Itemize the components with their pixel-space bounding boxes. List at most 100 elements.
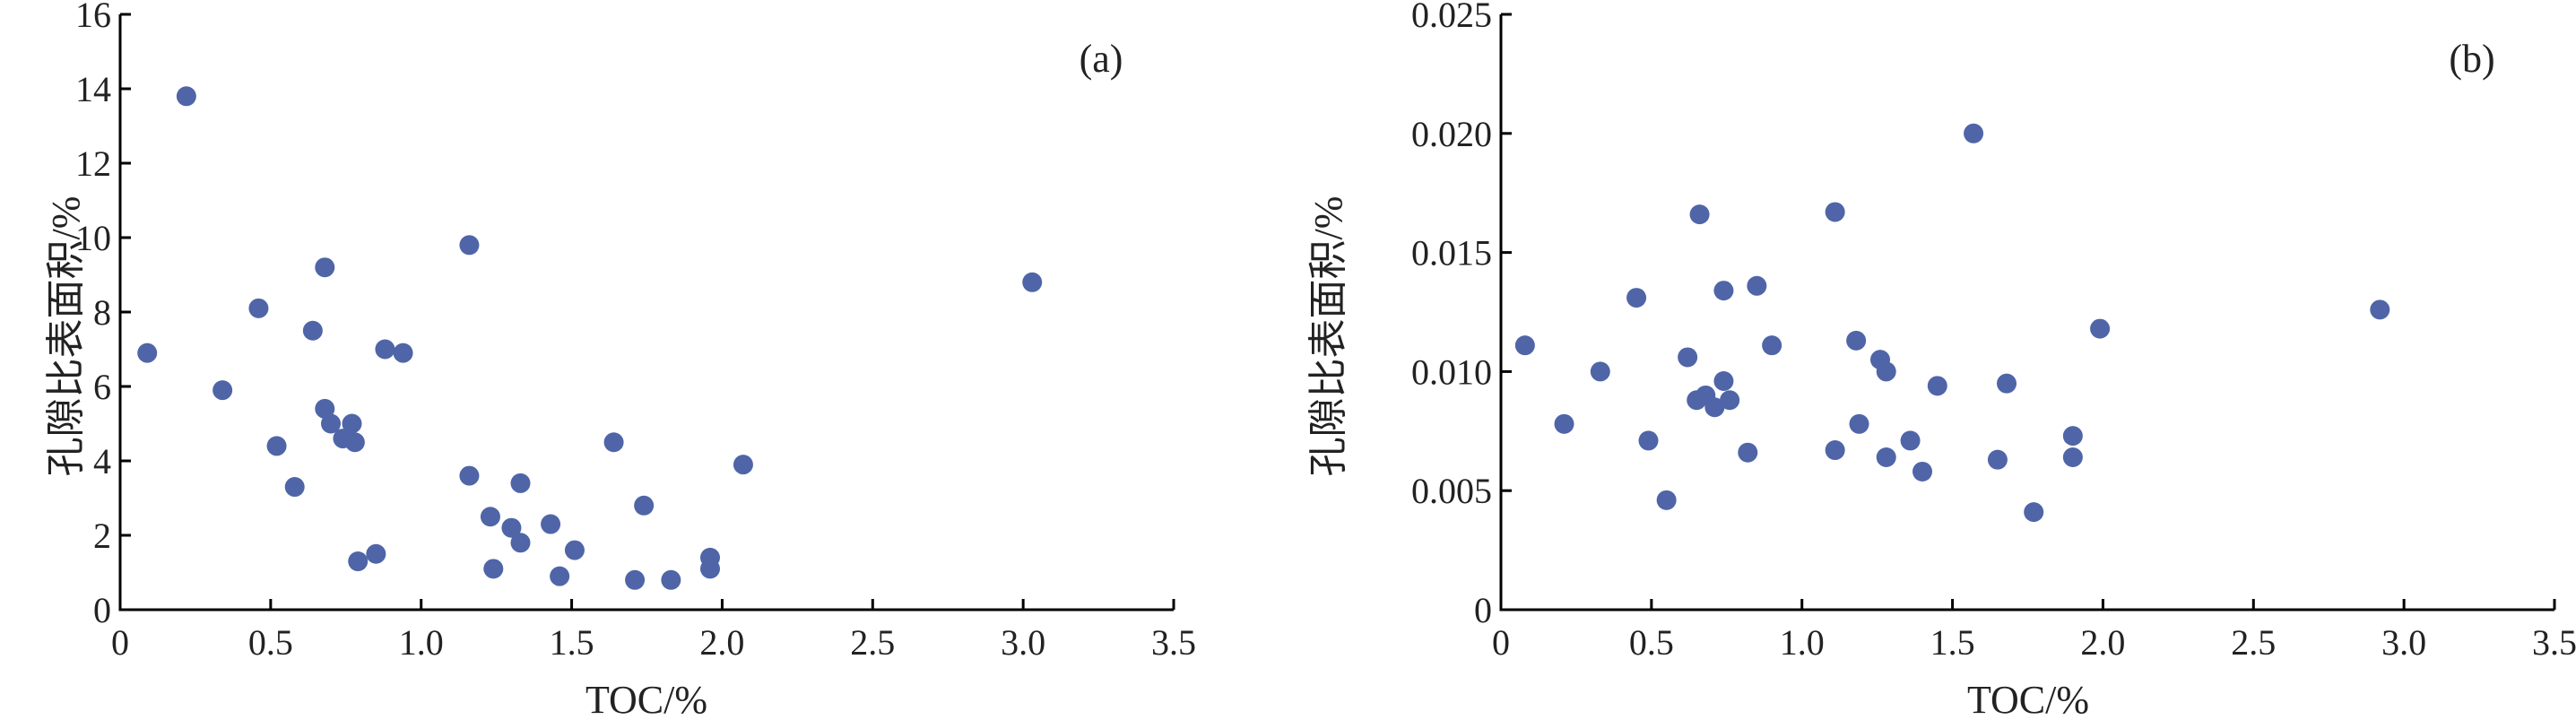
panel-a-data-point — [634, 495, 655, 516]
panel-b-data-point — [1997, 373, 2017, 394]
panel-b-x-tick-label: 0 — [1492, 622, 1510, 663]
panel-b-data-point — [1554, 413, 1574, 434]
panel-a-data-point — [266, 436, 287, 456]
panel-a-data-point — [480, 507, 500, 527]
panel-a-x-tick-label: 3.5 — [1151, 622, 1196, 663]
panel-b-x-tick-label: 1.5 — [1930, 622, 1975, 663]
panel-a-data-point — [541, 514, 561, 534]
panel-a-x-tick-label: 1.5 — [550, 622, 594, 663]
panel-b-x-tick-label: 2.0 — [2080, 622, 2125, 663]
panel-a-data-point — [501, 517, 522, 538]
panel-b-data-point — [1927, 376, 1947, 396]
panel-a-data-point — [212, 380, 233, 401]
panel-b-data-point — [1876, 447, 1896, 468]
panel-b-data-point — [1987, 449, 2008, 470]
panel-a-data-point — [284, 477, 305, 498]
panel-b-data-point — [1846, 330, 1867, 351]
panel-b-y-tick-label: 0 — [1474, 590, 1492, 630]
scatter-panel-b: (b) TOC/% 孔隙比表面积/% 0 0.5 1.0 1.5 2.0 2.5 3.0 3.… — [1306, 0, 2576, 720]
panel-a-x-tick-label: 2.5 — [850, 622, 895, 663]
panel-b-data-point — [1964, 123, 1984, 143]
panel-b-data-point — [1656, 490, 1677, 510]
panel-b-data-point — [1876, 361, 1896, 382]
panel-a-y-tick-label: 16 — [75, 0, 111, 35]
panel-b-label: (b) — [2449, 37, 2494, 81]
panel-a-data-point — [661, 569, 681, 590]
panel-a-data-point — [483, 559, 504, 579]
panel-a-x-axis-title: TOC/% — [585, 678, 707, 720]
panel-a-data-point — [1022, 272, 1043, 292]
panel-b-x-axis-title: TOC/% — [1967, 678, 2089, 720]
panel-a-data-point — [344, 432, 365, 453]
panel-b-y-tick-label: 0.005 — [1411, 471, 1492, 511]
panel-b-data-point — [1689, 204, 1710, 225]
panel-a-x-tick-label: 0 — [111, 622, 129, 663]
panel-a-data-point — [459, 235, 480, 256]
panel-a-y-tick-label: 0 — [93, 590, 111, 630]
panel-b-data-point — [1900, 430, 1921, 451]
panel-a-data-point — [315, 398, 335, 419]
panel-a-data-point — [625, 569, 646, 590]
panel-b-data-point — [1825, 202, 1845, 222]
panel-b-data-point — [1825, 440, 1845, 461]
panel-b-y-axis-title: 孔隙比表面积/% — [1306, 196, 1350, 477]
panel-b-data-point — [2024, 502, 2044, 523]
panel-a-x-tick-label: 0.5 — [248, 622, 293, 663]
panel-b-data-point — [1638, 430, 1659, 451]
panel-b-data-point — [1747, 275, 1767, 296]
scatter-panel-a: (a) TOC/% 孔隙比表面积/% 0 0.5 1.0 1.5 2.0 2.5 3.0 3.… — [44, 0, 1196, 720]
panel-a-data-point — [603, 432, 624, 453]
panel-b-x-tick-label: 1.0 — [1780, 622, 1825, 663]
panel-a-data-point — [564, 540, 585, 560]
panel-a-data-point — [248, 298, 269, 318]
panel-a-y-tick-label: 12 — [75, 143, 111, 184]
panel-a-x-tick-label: 3.0 — [1001, 622, 1045, 663]
panel-a-data-point — [510, 533, 531, 553]
panel-a-data-point — [393, 343, 413, 363]
panel-b-data-point — [1720, 390, 1740, 411]
panel-a-y-tick-label: 10 — [75, 218, 111, 258]
panel-a-y-tick-label: 8 — [93, 292, 111, 333]
panel-b-data-point — [1678, 347, 1698, 368]
panel-b-data-point — [1849, 413, 1869, 434]
panel-a-y-tick-label: 14 — [75, 69, 111, 109]
panel-b-data-point — [2090, 318, 2111, 339]
panel-a-data-point — [733, 455, 753, 475]
panel-a-x-tick-label: 2.0 — [699, 622, 744, 663]
panel-a-data-point — [176, 86, 196, 107]
panel-b-x-tick-label: 2.5 — [2231, 622, 2276, 663]
panel-a-data-point — [342, 413, 362, 434]
panel-b-data-point — [2062, 447, 2083, 468]
panel-a-data-point — [700, 559, 720, 579]
panel-b-data-point — [1762, 335, 1782, 356]
panel-b-data-point — [1713, 281, 1734, 301]
panel-a-data-point — [375, 339, 395, 360]
panel-b-y-tick-label: 0.025 — [1411, 0, 1492, 35]
panel-b-data-point — [2370, 299, 2390, 320]
panel-a-y-tick-label: 2 — [93, 516, 111, 556]
panel-b-data-point — [1704, 397, 1725, 418]
panel-b-x-tick-label: 3.0 — [2381, 622, 2426, 663]
panel-a-y-tick-label: 6 — [93, 367, 111, 407]
panel-b-y-tick-label: 0.015 — [1411, 233, 1492, 273]
panel-b-data-point — [1713, 371, 1734, 392]
panel-a-data-point — [550, 566, 570, 586]
panel-b-data-point — [1738, 442, 1758, 463]
panel-a-data-point — [510, 473, 531, 493]
panel-b-data-point — [2062, 426, 2083, 447]
panel-b-x-tick-label: 0.5 — [1629, 622, 1674, 663]
panel-b-y-tick-label: 0.010 — [1411, 351, 1492, 392]
panel-a-label: (a) — [1080, 37, 1123, 81]
panel-b-data-point — [1514, 335, 1535, 356]
panel-a-data-point — [137, 343, 158, 363]
panel-b-data-point — [1590, 361, 1610, 382]
panel-b-data-point — [1912, 461, 1932, 481]
panel-b-y-tick-label: 0.020 — [1411, 114, 1492, 154]
panel-a-data-point — [321, 413, 341, 434]
panel-a-data-point — [348, 551, 369, 572]
panel-a-y-tick-label: 4 — [93, 441, 111, 481]
panel-a-y-axis-title: 孔隙比表面积/% — [44, 196, 88, 477]
panel-a-x-tick-label: 1.0 — [399, 622, 444, 663]
panel-a-data-point — [366, 543, 386, 564]
